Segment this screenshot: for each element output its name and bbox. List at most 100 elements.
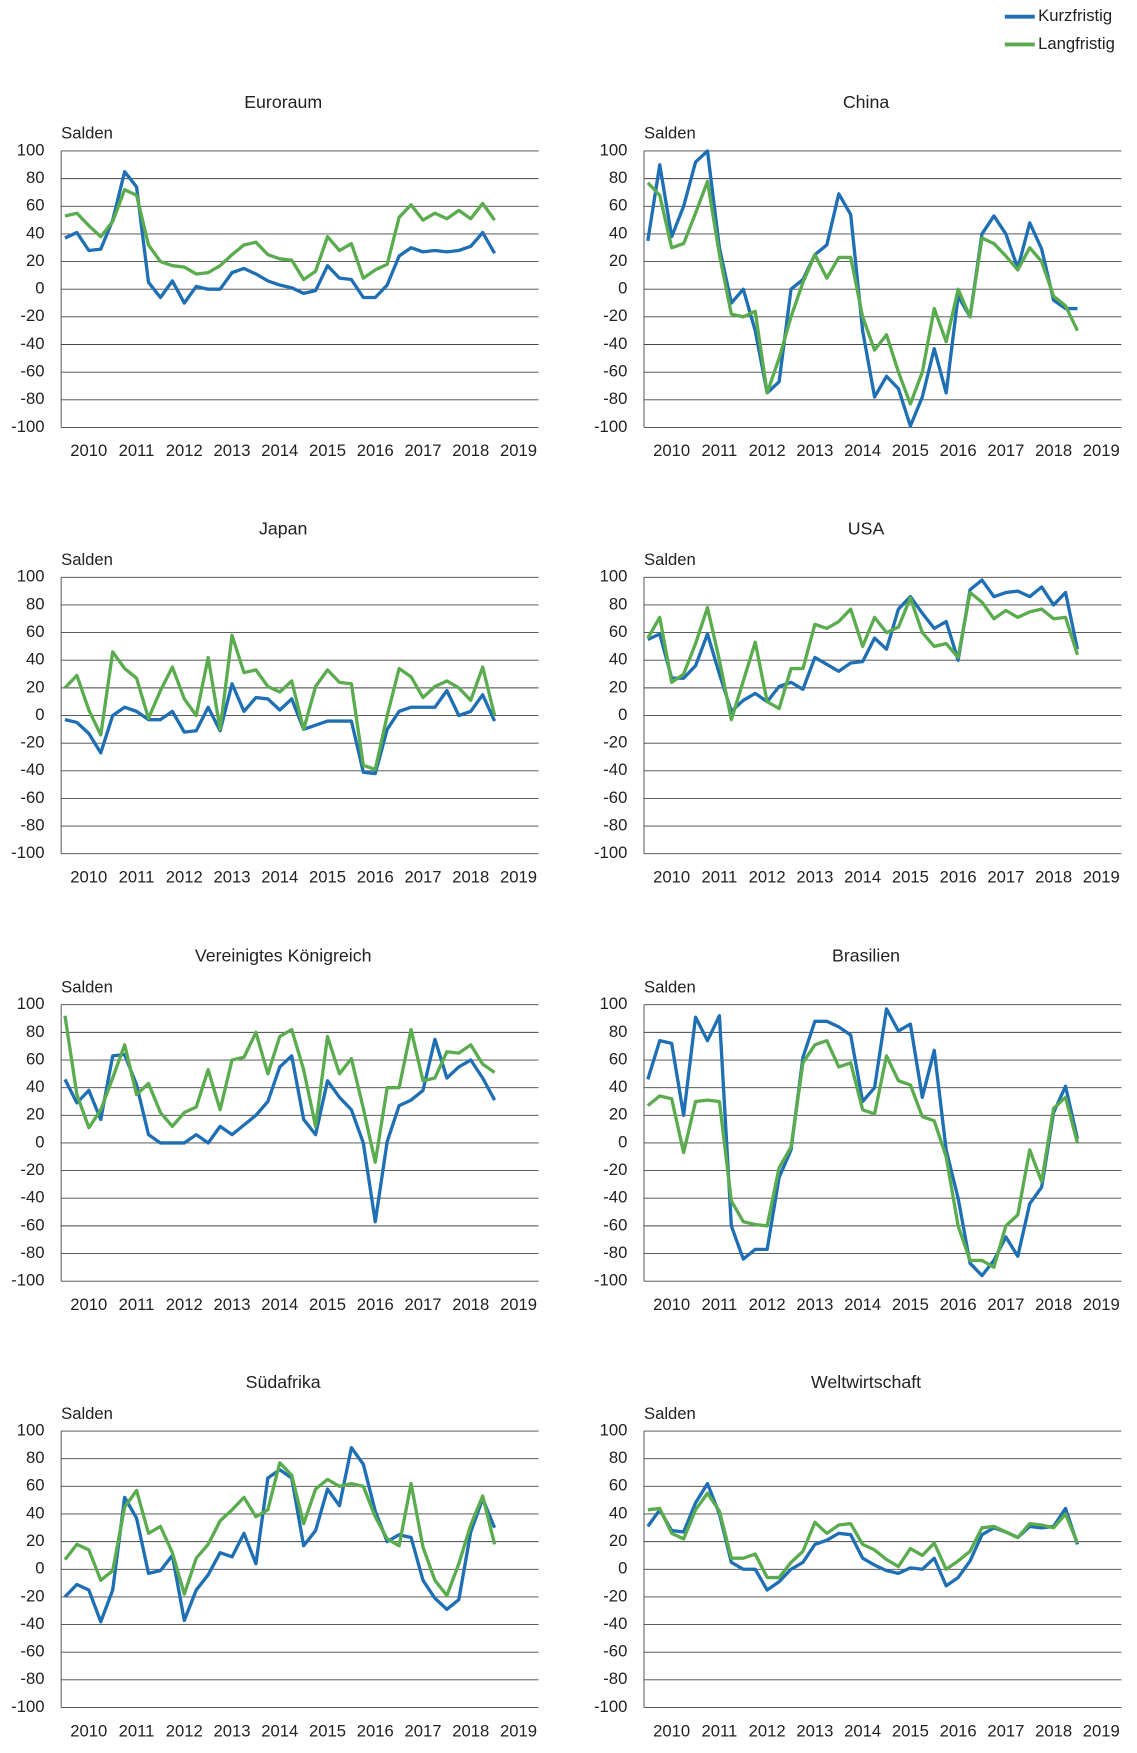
x-tick-label: 2015 [309,868,346,887]
x-tick-label: 2010 [653,441,690,460]
x-tick-label: 2012 [749,441,786,460]
y-tick-label: -40 [20,760,44,779]
series-line [63,1445,497,1624]
y-tick-label: -80 [603,389,627,408]
x-tick-label: 2018 [1035,1721,1072,1740]
x-tick-label: 2014 [844,868,881,887]
x-tick-label: 2012 [166,1295,203,1314]
y-tick-label: -60 [20,1215,44,1234]
y-tick-label: 60 [26,622,45,641]
y-tick-label: 40 [26,650,45,669]
y-tick-label: -60 [603,788,627,807]
y-tick-label: 40 [609,1503,628,1522]
series-line [646,1038,1080,1270]
y-tick-label: -40 [20,1614,44,1633]
x-tick-label: 2017 [987,1721,1024,1740]
x-tick-label: 2011 [702,1295,738,1314]
y-tick-label: 40 [26,1503,45,1522]
x-tick-label: 2011 [119,441,155,460]
x-tick-label: 2018 [452,441,489,460]
series-line [63,1037,497,1224]
x-tick-label: 2011 [119,868,155,887]
y-tick-label: -80 [603,1669,627,1688]
x-tick-label: 2010 [653,1721,690,1740]
y-tick-label: 0 [35,279,44,298]
y-axis-label: Salden [61,1404,113,1423]
x-tick-label: 2013 [214,441,251,460]
x-tick-label: 2012 [166,441,203,460]
x-tick-label: 2010 [653,868,690,887]
y-tick-label: -60 [20,1642,44,1661]
x-tick-label: 2010 [70,1295,107,1314]
y-tick-label: 60 [26,1476,45,1495]
y-axis-label: Salden [644,550,696,569]
x-tick-label: 2016 [357,441,394,460]
y-tick-label: 100 [600,567,628,586]
x-tick-label: 2015 [309,1721,346,1740]
y-tick-label: 0 [35,705,44,724]
y-tick-label: -40 [603,1188,627,1207]
x-tick-label: 2014 [261,441,298,460]
y-tick-label: 0 [618,705,627,724]
y-tick-label: 100 [17,140,45,159]
x-tick-label: 2018 [1035,441,1072,460]
x-tick-label: 2019 [500,1295,537,1314]
y-tick-label: 60 [609,1476,628,1495]
y-tick-label: 20 [609,251,628,270]
y-tick-label: 60 [26,1049,45,1068]
y-tick-label: -100 [11,1271,44,1290]
x-tick-label: 2014 [844,1295,881,1314]
y-tick-label: 100 [17,567,45,586]
x-tick-label: 2016 [940,441,977,460]
y-tick-label: -80 [20,1243,44,1262]
x-tick-label: 2013 [214,1295,251,1314]
x-tick-label: 2013 [796,1721,833,1740]
x-tick-label: 2019 [500,1721,537,1740]
x-tick-label: 2011 [119,1295,155,1314]
y-tick-label: -60 [20,788,44,807]
y-tick-label: 80 [609,1448,628,1467]
y-tick-label: 100 [17,994,45,1013]
x-tick-label: 2017 [987,441,1024,460]
x-tick-label: 2019 [1083,441,1120,460]
y-tick-label: -60 [20,362,44,381]
y-tick-label: -20 [20,1160,44,1179]
y-tick-label: 20 [26,1531,45,1550]
x-tick-label: 2017 [404,441,441,460]
y-tick-label: -80 [20,1669,44,1688]
y-tick-label: -80 [20,815,44,834]
y-tick-label: 20 [26,1105,45,1124]
y-tick-label: -20 [20,733,44,752]
x-tick-label: 2014 [261,1295,298,1314]
y-tick-label: -40 [20,334,44,353]
chart-title: Japan [259,518,307,538]
y-tick-label: 0 [35,1132,44,1151]
x-tick-label: 2016 [357,868,394,887]
x-tick-label: 2013 [796,441,833,460]
y-tick-label: -40 [20,1188,44,1207]
x-tick-label: 2017 [404,1295,441,1314]
y-tick-label: 20 [609,1531,628,1550]
y-tick-label: 80 [609,168,628,187]
x-tick-label: 2014 [844,441,881,460]
y-tick-label: 40 [26,1077,45,1096]
x-tick-label: 2015 [892,441,929,460]
x-tick-label: 2013 [796,1295,833,1314]
x-tick-label: 2010 [70,1721,107,1740]
x-tick-label: 2019 [500,441,537,460]
y-tick-label: 60 [609,1049,628,1068]
y-tick-label: 100 [600,1420,628,1439]
y-tick-label: -20 [603,1160,627,1179]
x-tick-label: 2016 [940,1295,977,1314]
x-tick-label: 2019 [1083,1721,1120,1740]
chart-title: Südafrika [246,1372,321,1392]
y-tick-label: -100 [11,843,44,862]
x-tick-label: 2012 [749,1295,786,1314]
y-tick-label: 80 [26,1448,45,1467]
y-tick-label: -40 [603,334,627,353]
x-tick-label: 2013 [796,868,833,887]
y-tick-label: 20 [26,251,45,270]
y-tick-label: -60 [603,362,627,381]
y-tick-label: 80 [609,594,628,613]
